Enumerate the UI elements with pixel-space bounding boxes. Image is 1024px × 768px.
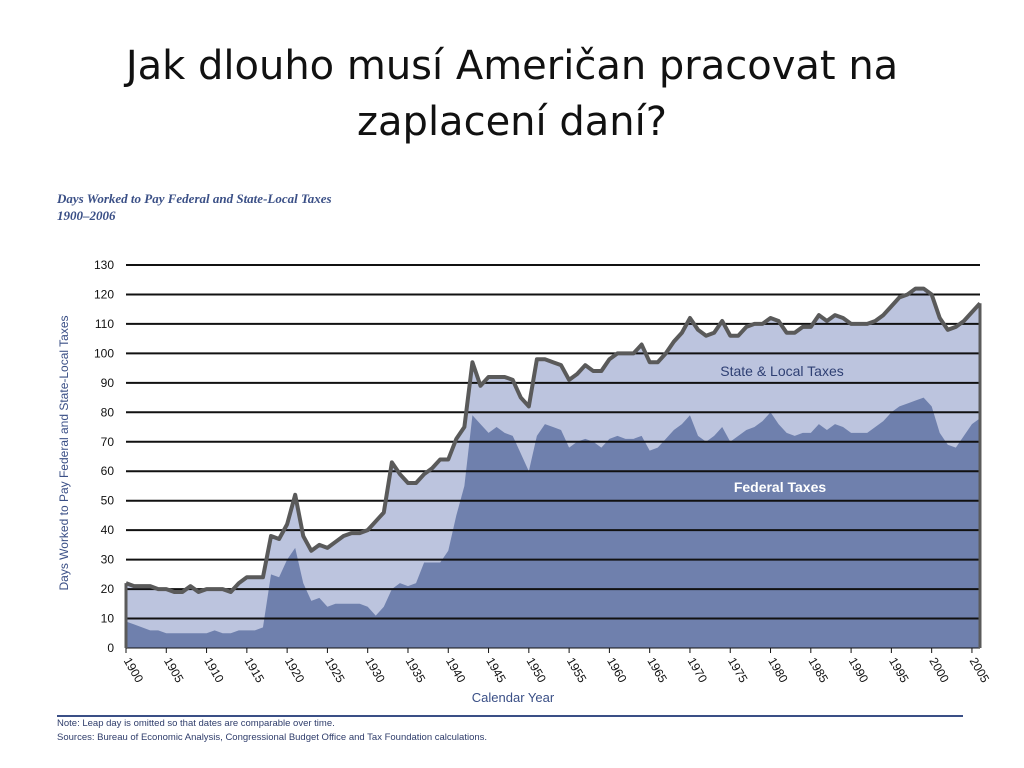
chart-outline <box>124 286 982 648</box>
slide-title: Jak dlouho musí Američan pracovat na zap… <box>0 38 1024 150</box>
x-tick-label: 1960 <box>604 655 630 685</box>
y-tick-label: 30 <box>101 553 115 567</box>
chart-title-line-1: Days Worked to Pay Federal and State-Loc… <box>57 191 332 206</box>
x-tick-label: 1920 <box>282 655 308 685</box>
x-tick-label: 1940 <box>443 655 469 685</box>
x-tick-label: 1945 <box>483 655 509 685</box>
slide-title-line-2: zaplacení daní? <box>357 99 667 145</box>
x-tick-label: 1935 <box>403 655 429 685</box>
x-tick-label: 1900 <box>121 655 147 685</box>
y-axis-label: Days Worked to Pay Federal and State-Loc… <box>57 315 71 590</box>
total-taxes-line <box>125 286 982 595</box>
chart-areas <box>126 288 980 648</box>
x-tick-label: 1950 <box>524 655 550 685</box>
x-tick-label: 1980 <box>765 655 791 685</box>
series-label-state-local: State & Local Taxes <box>720 363 843 379</box>
x-tick-label: 1975 <box>725 655 751 685</box>
x-tick-label: 1910 <box>201 655 227 685</box>
y-tick-label: 90 <box>101 376 115 390</box>
x-tick-label: 1965 <box>644 655 670 685</box>
slide-title-line-1: Jak dlouho musí Američan pracovat na <box>125 43 899 89</box>
y-tick-labels: 0 10 20 30 40 50 60 70 80 90 100 110 120 130 <box>94 258 114 655</box>
note-text: Note: Leap day is omitted so that dates … <box>57 718 335 729</box>
y-tick-label: 120 <box>94 287 114 301</box>
y-tick-label: 0 <box>107 641 114 655</box>
x-tick-label: 1905 <box>161 655 187 685</box>
x-tick-label: 1955 <box>564 655 590 685</box>
series-label-federal: Federal Taxes <box>734 479 827 495</box>
chart-footnote: Note: Leap day is omitted so that dates … <box>57 717 487 745</box>
y-tick-label: 100 <box>94 346 114 360</box>
x-tick-label: 1990 <box>846 655 872 685</box>
y-tick-label: 10 <box>101 612 115 626</box>
chart-title-line-2: 1900–2006 <box>57 208 116 223</box>
y-tick-label: 40 <box>101 523 115 537</box>
x-tick-label: 1930 <box>362 655 388 685</box>
chart-title: Days Worked to Pay Federal and State-Loc… <box>57 190 332 224</box>
y-tick-label: 50 <box>101 494 115 508</box>
x-axis-label: Calendar Year <box>472 690 555 705</box>
x-tick-label: 2005 <box>967 655 993 685</box>
y-tick-label: 60 <box>101 464 115 478</box>
sources-text: Sources: Bureau of Economic Analysis, Co… <box>57 732 488 743</box>
y-tick-label: 110 <box>95 317 114 331</box>
y-tick-label: 70 <box>101 435 115 449</box>
y-tick-label: 20 <box>101 582 115 596</box>
area-federal-taxes <box>126 397 980 648</box>
x-tick-label: 1985 <box>806 655 832 685</box>
y-tick-label: 80 <box>101 405 115 419</box>
footer-rule <box>57 715 963 717</box>
x-tick-label: 2000 <box>926 655 952 685</box>
x-tick-label: 1925 <box>322 655 348 685</box>
x-tick-labels: 1900 1905 1910 1915 1920 1925 1930 1935 1940 1945… <box>121 648 993 685</box>
y-tick-label: 130 <box>94 258 114 272</box>
x-tick-label: 1995 <box>886 655 912 685</box>
x-tick-label: 1915 <box>242 655 268 685</box>
x-tick-label: 1970 <box>685 655 711 685</box>
